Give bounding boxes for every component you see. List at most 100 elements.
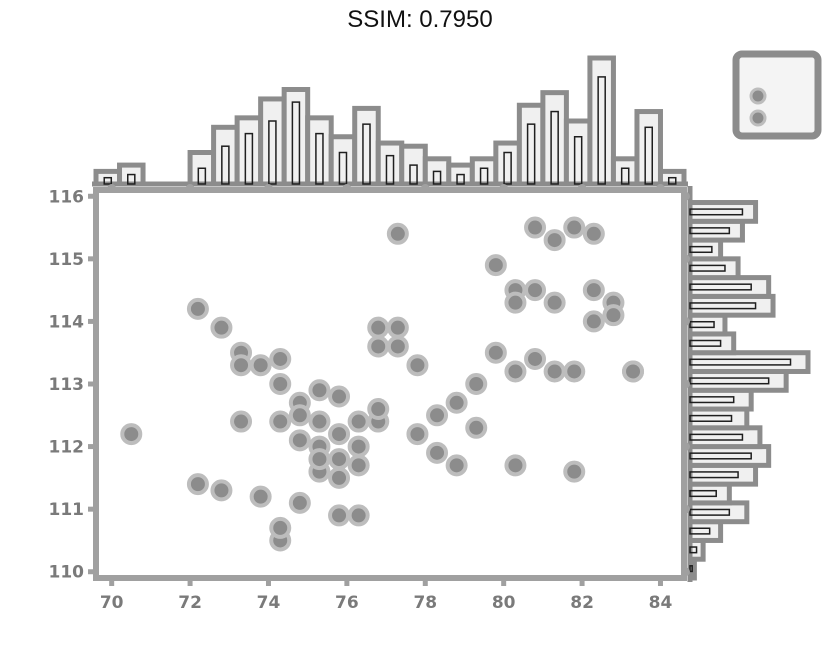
top-hist-inner-bar: [103, 176, 113, 185]
plot-frame: [93, 187, 687, 581]
scatter-point: [524, 347, 547, 370]
top-hist-inner-bar: [620, 167, 630, 185]
top-hist-bar: [258, 96, 287, 187]
right-hist-bar: [687, 331, 737, 356]
scatter-point: [504, 291, 527, 314]
scatter-point: [328, 423, 351, 446]
y-tick-dot-right: [682, 442, 690, 451]
top-hist-inner-bar: [291, 101, 301, 185]
top-hist-inner-bar: [573, 136, 583, 185]
right-hist-inner-bar: [689, 320, 715, 329]
scatter-point: [386, 335, 409, 358]
right-hist-inner-bar: [689, 508, 731, 516]
x-tick-dot-top: [499, 184, 508, 192]
y-tick-dot-right: [682, 380, 690, 388]
scatter-point: [288, 491, 311, 514]
y-tick-dot-right: [682, 192, 690, 201]
x-tick-label: 82: [570, 593, 594, 613]
right-hist-bar: [687, 275, 772, 299]
scatter-point: [465, 373, 488, 395]
top-hist-inner-bar: [503, 151, 512, 185]
right-hist-bar: [687, 462, 759, 487]
top-hist-bar: [516, 102, 546, 187]
right-hist-inner-bar: [689, 527, 711, 535]
x-tick-label: 72: [178, 593, 202, 613]
scatter-point: [484, 341, 507, 364]
right-histogram: [687, 186, 811, 582]
scatter-point: [524, 279, 547, 302]
top-hist-bar: [610, 156, 640, 187]
scatter-point: [543, 360, 566, 383]
x-tick-dot-top: [421, 184, 430, 192]
y-tick-label: 111: [49, 500, 85, 520]
right-hist-bar: [687, 425, 763, 450]
scatter-point: [269, 516, 292, 539]
right-hist-inner-bar: [689, 208, 744, 216]
top-hist-inner-bar: [456, 173, 465, 185]
top-hist-inner-bar: [221, 145, 230, 185]
right-hist-inner-bar: [689, 358, 792, 366]
x-tick-dot-top: [656, 184, 665, 192]
scatter-point: [426, 404, 449, 427]
legend-box: [732, 50, 822, 140]
scatter-point: [367, 316, 390, 339]
scatter-point: [504, 454, 527, 477]
x-tick-dot-top: [342, 184, 351, 192]
top-hist-bar: [540, 90, 569, 187]
y-tick-label: 113: [49, 375, 85, 395]
scatter-point: [186, 297, 209, 320]
right-hist-inner-bar: [689, 339, 722, 347]
right-hist-bar: [687, 218, 745, 243]
right-hist-bar: [687, 200, 759, 224]
right-hist-inner-bar: [689, 245, 713, 254]
top-hist-inner-bar: [667, 176, 677, 185]
right-hist-bar: [687, 481, 732, 506]
top-hist-inner-bar: [362, 123, 371, 185]
right-hist-bar: [687, 368, 789, 393]
scatter-point: [406, 423, 429, 446]
right-hist-bar: [687, 406, 750, 431]
right-hist-inner-bar: [689, 565, 693, 573]
scatter-point: [210, 479, 233, 502]
top-hist-bar: [305, 115, 334, 187]
scatter-point: [563, 216, 586, 239]
scatter-point: [288, 404, 311, 427]
y-tick-label: 110: [49, 563, 85, 583]
top-hist-inner-bar: [526, 123, 536, 185]
legend-marker: [749, 87, 767, 105]
right-hist-bar: [687, 519, 724, 543]
scatter-point: [269, 347, 292, 370]
right-hist-bar: [687, 256, 741, 281]
y-tick-dot-right: [682, 254, 690, 263]
top-hist-inner-bar: [197, 167, 207, 185]
right-hist-inner-bar: [689, 433, 744, 441]
scatter-point: [328, 466, 351, 489]
top-hist-bar: [352, 105, 381, 187]
right-hist-inner-bar: [689, 414, 733, 422]
scatter-point: [328, 504, 351, 527]
x-tick-label: 84: [649, 593, 673, 613]
y-tick-label: 114: [49, 312, 85, 332]
top-hist-inner-bar: [385, 154, 395, 185]
scatter-point: [563, 460, 586, 483]
scatter-point: [249, 485, 272, 508]
scatter-point: [269, 373, 292, 395]
top-hist-inner-bar: [550, 110, 559, 185]
scatter-point: [386, 316, 409, 339]
top-hist-inner-bar: [268, 120, 277, 185]
top-hist-inner-bar: [409, 164, 418, 185]
y-tick-label: 116: [49, 187, 85, 207]
top-hist-bar: [234, 115, 264, 187]
y-tick-label: 115: [49, 250, 85, 270]
axis-ticks: 70 72 74 76 78 80 82 84 110 111 112 113 114 115 116: [49, 184, 690, 613]
right-hist-inner-bar: [689, 452, 752, 460]
right-hist-inner-bar: [689, 227, 731, 235]
y-tick-label: 112: [49, 438, 85, 458]
scatter-point: [543, 229, 566, 252]
scatter-point: [328, 448, 351, 471]
scatter-point: [445, 454, 468, 477]
x-tick-dot-top: [578, 184, 587, 192]
scatter-point: [328, 385, 351, 408]
scatter-point: [308, 410, 331, 433]
